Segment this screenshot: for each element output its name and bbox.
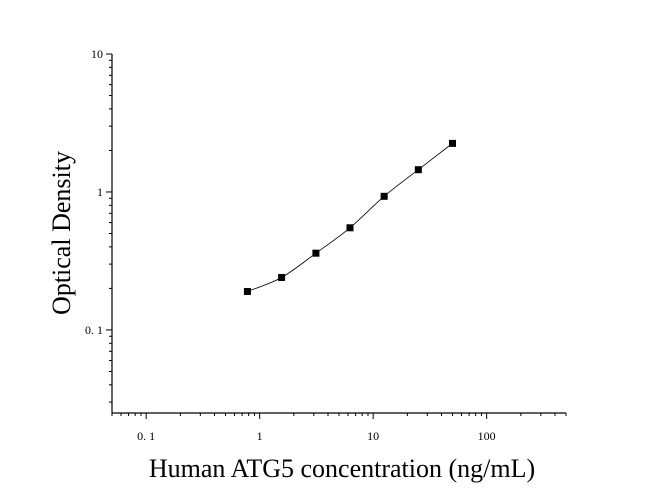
x-tick-label: 1 [257, 429, 263, 443]
x-axis-title: Human ATG5 concentration (ng/mL) [149, 454, 535, 483]
data-point [278, 273, 286, 281]
x-tick-label: 100 [478, 429, 496, 443]
data-point [346, 224, 354, 232]
x-tick-label: 10 [367, 429, 379, 443]
axes [106, 53, 567, 419]
data-point [380, 192, 388, 200]
y-tick-label: 10 [91, 47, 103, 61]
data-point [243, 287, 251, 295]
data-point [449, 139, 456, 147]
data-points [243, 139, 456, 295]
data-point [414, 166, 422, 174]
x-tick-label: 0. 1 [137, 429, 155, 443]
y-tick-label: 1 [97, 185, 103, 199]
y-axis-title: Optical Density [47, 151, 76, 315]
data-point [312, 249, 320, 257]
tick-labels: 0. 1 1 10 0. 1 1 10 100 [85, 47, 496, 443]
fit-curve-layer [247, 143, 453, 292]
y-tick-label: 0. 1 [85, 323, 103, 337]
fit-curve [247, 143, 453, 292]
